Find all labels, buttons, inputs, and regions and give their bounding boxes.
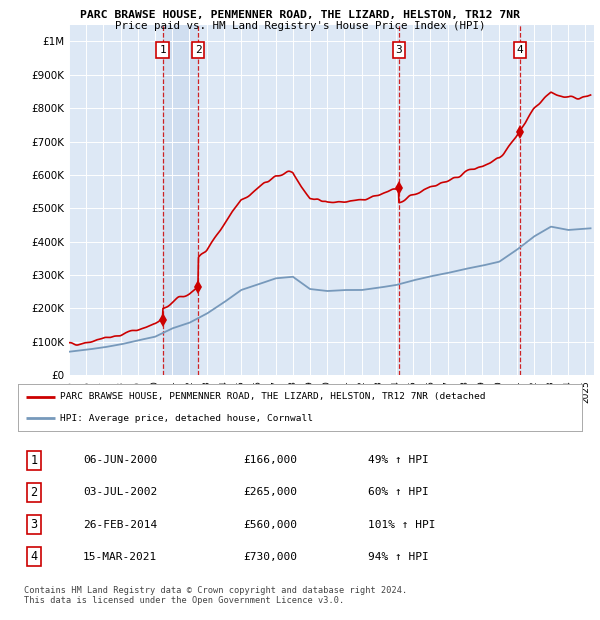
Text: 1: 1 [30, 454, 37, 467]
Text: Price paid vs. HM Land Registry's House Price Index (HPI): Price paid vs. HM Land Registry's House … [115, 21, 485, 31]
Text: £166,000: £166,000 [244, 456, 298, 466]
Text: 3: 3 [30, 518, 37, 531]
Text: 4: 4 [517, 45, 523, 55]
Text: 60% ↑ HPI: 60% ↑ HPI [368, 487, 428, 497]
Text: 3: 3 [395, 45, 402, 55]
Text: 4: 4 [30, 550, 37, 563]
Text: 2: 2 [30, 486, 37, 499]
Text: 26-FEB-2014: 26-FEB-2014 [83, 520, 157, 529]
Text: 101% ↑ HPI: 101% ↑ HPI [368, 520, 435, 529]
Text: 15-MAR-2021: 15-MAR-2021 [83, 552, 157, 562]
Text: PARC BRAWSE HOUSE, PENMENNER ROAD, THE LIZARD, HELSTON, TR12 7NR: PARC BRAWSE HOUSE, PENMENNER ROAD, THE L… [80, 10, 520, 20]
Text: 1: 1 [159, 45, 166, 55]
Text: 94% ↑ HPI: 94% ↑ HPI [368, 552, 428, 562]
Text: £730,000: £730,000 [244, 552, 298, 562]
Text: 2: 2 [195, 45, 202, 55]
Text: Contains HM Land Registry data © Crown copyright and database right 2024.
This d: Contains HM Land Registry data © Crown c… [24, 586, 407, 605]
Text: 03-JUL-2002: 03-JUL-2002 [83, 487, 157, 497]
Text: £265,000: £265,000 [244, 487, 298, 497]
Text: £560,000: £560,000 [244, 520, 298, 529]
Text: PARC BRAWSE HOUSE, PENMENNER ROAD, THE LIZARD, HELSTON, TR12 7NR (detached: PARC BRAWSE HOUSE, PENMENNER ROAD, THE L… [60, 392, 486, 402]
Bar [163, 25, 198, 375]
Text: HPI: Average price, detached house, Cornwall: HPI: Average price, detached house, Corn… [60, 414, 313, 423]
Text: 06-JUN-2000: 06-JUN-2000 [83, 456, 157, 466]
Text: 49% ↑ HPI: 49% ↑ HPI [368, 456, 428, 466]
